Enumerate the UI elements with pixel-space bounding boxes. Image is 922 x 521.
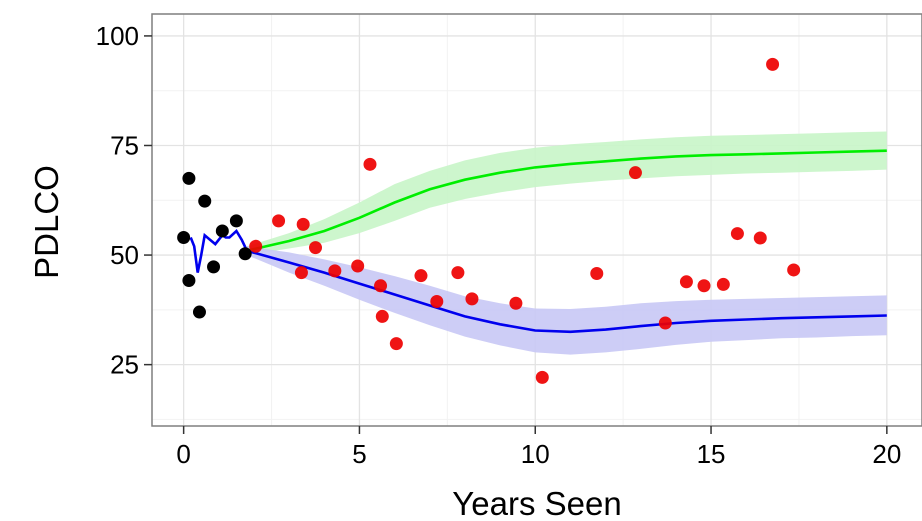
upper-fit-line bbox=[246, 149, 887, 252]
later-data-point bbox=[308, 241, 322, 255]
early-data-point bbox=[238, 247, 252, 261]
later-data-point bbox=[294, 266, 308, 280]
later-data-point bbox=[465, 292, 479, 306]
plot-border bbox=[151, 13, 922, 427]
x-tick-label: 15 bbox=[697, 439, 726, 469]
x-tick-label: 0 bbox=[176, 439, 190, 469]
later-data-point bbox=[374, 279, 388, 293]
later-data-point bbox=[414, 269, 428, 283]
later-data-point bbox=[389, 337, 403, 351]
later-data-point bbox=[351, 259, 365, 273]
later-data-point bbox=[716, 277, 730, 291]
later-data-point bbox=[730, 227, 744, 241]
y-tick-label: 50 bbox=[110, 240, 139, 270]
later-data-point bbox=[363, 157, 377, 171]
early-fit-line bbox=[189, 228, 249, 273]
later-data-point bbox=[697, 279, 711, 293]
early-data-point bbox=[207, 260, 221, 274]
later-data-point bbox=[328, 264, 342, 278]
y-tick-label: 100 bbox=[96, 21, 139, 51]
early-data-point bbox=[182, 273, 196, 287]
later-data-point bbox=[535, 370, 549, 384]
early-data-point bbox=[229, 214, 243, 228]
lower-fit-band bbox=[246, 246, 887, 355]
lower-fit-line bbox=[246, 249, 887, 334]
later-data-point bbox=[430, 295, 444, 309]
later-data-point bbox=[375, 309, 389, 323]
later-data-point bbox=[272, 214, 286, 228]
later-data-point bbox=[658, 316, 672, 330]
later-data-point bbox=[787, 263, 801, 277]
x-tick-label: 20 bbox=[872, 439, 901, 469]
later-data-point bbox=[249, 239, 263, 253]
fit-lines bbox=[189, 149, 887, 334]
y-tick-label: 25 bbox=[110, 350, 139, 380]
x-tick-label: 5 bbox=[352, 439, 366, 469]
upper-fit-band bbox=[246, 131, 887, 256]
early-data-point bbox=[182, 171, 196, 185]
later-data-point bbox=[628, 166, 642, 180]
later-data-point bbox=[766, 57, 780, 71]
x-axis-label: Years Seen bbox=[452, 485, 621, 521]
later-data-point bbox=[590, 266, 604, 280]
later-data-point bbox=[679, 275, 693, 289]
later-data-point bbox=[451, 266, 465, 280]
data-points bbox=[177, 57, 801, 384]
x-tick-label: 10 bbox=[521, 439, 550, 469]
later-data-point bbox=[296, 217, 310, 231]
early-data-point bbox=[198, 194, 212, 208]
confidence-bands bbox=[246, 131, 887, 355]
later-data-point bbox=[753, 231, 767, 245]
axes: 0 5 10 15 20 25 50 75 100 bbox=[96, 21, 902, 469]
later-data-point bbox=[509, 296, 523, 310]
early-data-point bbox=[177, 231, 191, 245]
y-axis-label: PDLCO bbox=[28, 165, 65, 279]
early-data-point bbox=[215, 224, 229, 238]
y-tick-label: 75 bbox=[110, 130, 139, 160]
early-data-point bbox=[192, 305, 206, 319]
